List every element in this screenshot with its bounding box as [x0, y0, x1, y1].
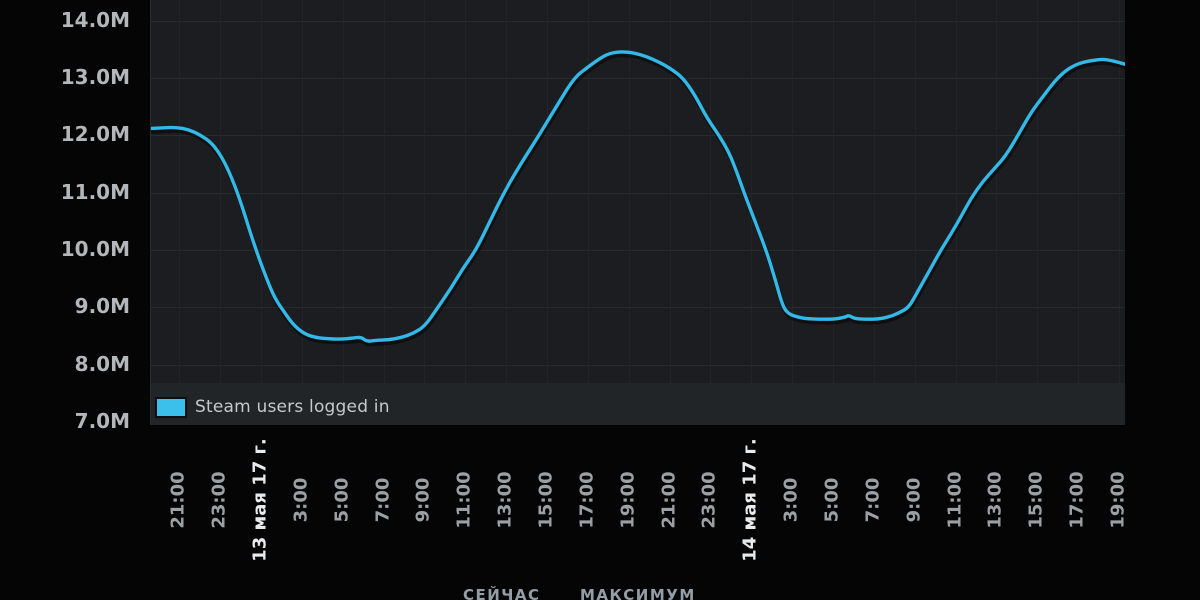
x-axis-label: 17:00 — [1066, 471, 1088, 529]
v-gridline — [220, 0, 222, 425]
legend-swatch — [155, 396, 187, 418]
steam-users-line-chart — [151, 50, 1125, 347]
y-axis-label: 10.0M — [60, 236, 130, 261]
x-axis-label: 21:00 — [658, 471, 680, 529]
v-gridline — [669, 0, 671, 425]
y-axis-label: 14.0M — [60, 7, 130, 32]
y-axis-label: 11.0M — [60, 179, 130, 204]
x-axis-label: 23:00 — [208, 471, 230, 529]
x-axis-label: 17:00 — [576, 471, 598, 529]
table-header-peak: МАКСИМУМ — [580, 586, 696, 600]
y-axis-label: 9.0M — [74, 294, 130, 319]
legend-band — [151, 383, 1125, 425]
v-gridline — [628, 0, 630, 425]
v-gridline — [342, 0, 344, 425]
x-axis-date-label: 13 мая 17 г. — [249, 438, 271, 562]
v-gridline — [1037, 0, 1039, 425]
line-shadow — [151, 52, 1125, 347]
v-gridline — [792, 0, 794, 425]
v-gridline — [260, 0, 262, 425]
steam-users-line — [151, 50, 1125, 343]
h-gridline — [151, 364, 1125, 366]
x-axis-label: 5:00 — [821, 477, 843, 523]
v-gridline — [955, 0, 957, 425]
x-axis-label: 13:00 — [984, 471, 1006, 529]
v-gridline — [832, 0, 834, 425]
x-axis-label: 7:00 — [862, 477, 884, 523]
v-gridline — [914, 0, 916, 425]
x-axis-label: 15:00 — [535, 471, 557, 529]
h-gridline — [151, 307, 1125, 309]
legend-label: Steam users logged in — [195, 397, 390, 417]
y-axis-label: 12.0M — [60, 122, 130, 147]
x-axis-label: 19:00 — [1107, 471, 1129, 529]
x-axis-label: 13:00 — [494, 471, 516, 529]
h-gridline — [151, 20, 1125, 22]
v-gridline — [1078, 0, 1080, 425]
v-gridline — [424, 0, 426, 425]
x-axis-date-label: 14 мая 17 г. — [739, 438, 761, 562]
y-axis-label: 8.0M — [74, 351, 130, 376]
v-gridline — [873, 0, 875, 425]
x-axis-label: 3:00 — [290, 477, 312, 523]
h-gridline — [151, 192, 1125, 194]
x-axis-label: 7:00 — [372, 477, 393, 523]
x-axis-label: 21:00 — [167, 471, 189, 529]
h-gridline — [151, 249, 1125, 251]
x-axis-label: 9:00 — [412, 477, 434, 523]
chart-plot-area[interactable]: Steam users logged in — [150, 0, 1125, 425]
x-axis-label: 9:00 — [903, 477, 925, 523]
v-gridline — [1118, 0, 1120, 425]
v-gridline — [506, 0, 508, 425]
x-axis-label: 23:00 — [698, 471, 720, 529]
h-gridline — [151, 78, 1125, 79]
h-gridline — [151, 135, 1125, 137]
x-axis-label: 5:00 — [331, 477, 353, 523]
x-axis-label: 3:00 — [780, 477, 802, 523]
y-axis-label: 7.0M — [74, 408, 130, 433]
x-axis-label: 15:00 — [1025, 471, 1047, 529]
v-gridline — [383, 0, 385, 425]
v-gridline — [996, 0, 998, 425]
x-axis-label: 19:00 — [617, 471, 639, 529]
v-gridline — [546, 0, 548, 425]
v-gridline — [710, 0, 712, 425]
v-gridline — [301, 0, 303, 425]
x-axis-label: 11:00 — [453, 471, 475, 529]
table-header-now: СЕЙЧАС — [463, 586, 541, 600]
v-gridline — [587, 0, 589, 425]
chart-legend: Steam users logged in — [155, 395, 390, 419]
x-axis-label: 11:00 — [944, 471, 966, 529]
v-gridline — [465, 0, 467, 425]
v-gridline — [179, 0, 181, 425]
y-axis-label: 13.0M — [60, 65, 130, 89]
